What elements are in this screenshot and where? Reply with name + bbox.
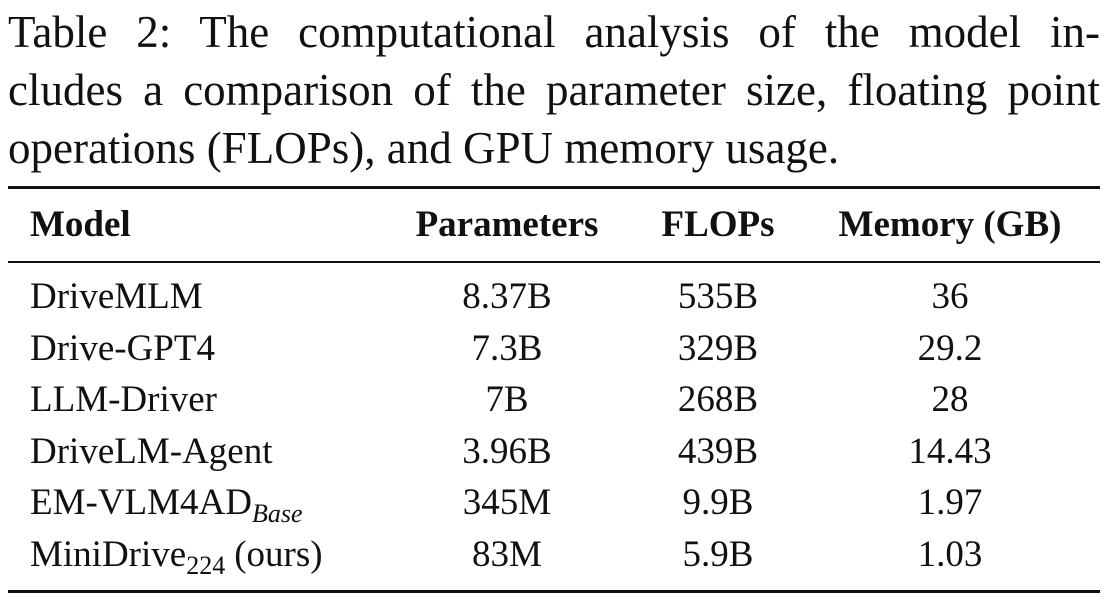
value-cell: 1.97 [917, 482, 983, 523]
model-suffix: (ours) [234, 533, 323, 575]
header-cell: Parameters [415, 204, 599, 245]
bottom-rule [8, 590, 1100, 593]
header-cell: Memory (GB) [838, 204, 1062, 245]
value-cell: 14.43 [908, 430, 992, 472]
value-cell: 28 [931, 379, 969, 420]
top-rule [8, 186, 1100, 189]
model-cell: LLM-Driver [30, 379, 217, 420]
value-cell: 329B [677, 327, 759, 369]
value-cell: 5.9B [682, 533, 754, 575]
value-cell: 9.9B [682, 482, 754, 523]
header-cell: FLOPs [661, 204, 775, 245]
model-subscript: 224 [186, 550, 226, 580]
model-cell: MiniDrive224 (ours) [30, 533, 323, 580]
value-cell: 3.96B [462, 430, 552, 472]
value-cell: 36 [931, 276, 969, 317]
value-cell: 7.3B [471, 327, 543, 369]
mid-rule [8, 261, 1100, 263]
model-name: EM-VLM4AD [30, 482, 252, 523]
model-cell: DriveMLM [30, 276, 203, 317]
header-cell: Model [30, 204, 131, 245]
value-cell: 345M [462, 482, 552, 523]
value-cell: 8.37B [462, 276, 552, 317]
caption-line: Table 2: The computational analysis of t… [8, 7, 1100, 57]
model-name: MiniDrive [30, 533, 187, 575]
model-cell: EM-VLM4ADBase [30, 481, 303, 528]
model-cell: DriveLM-Agent [30, 430, 273, 472]
value-cell: 29.2 [917, 327, 983, 369]
value-cell: 7B [485, 379, 529, 420]
value-cell: 83M [472, 533, 542, 575]
model-cell: Drive-GPT4 [30, 327, 215, 369]
value-cell: 268B [677, 379, 759, 420]
value-cell: 439B [677, 430, 759, 472]
caption-line: cludes a comparison of the parameter siz… [8, 65, 1100, 115]
value-cell: 1.03 [917, 533, 983, 575]
model-subscript: Base [251, 499, 303, 528]
caption-line: operations (FLOPs), and GPU memory usage… [8, 123, 840, 173]
value-cell: 535B [677, 276, 759, 317]
